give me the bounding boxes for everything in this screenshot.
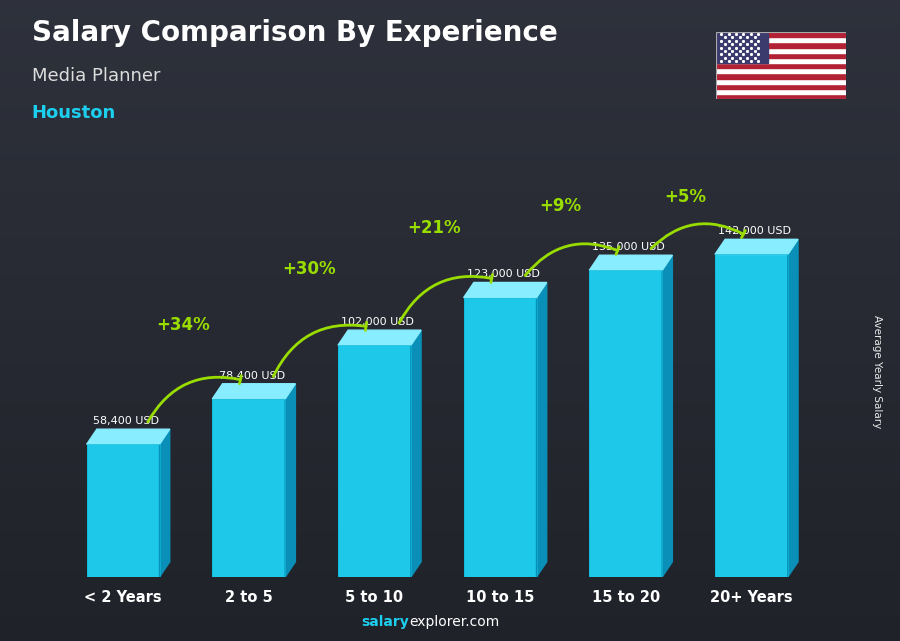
Bar bbox=[716, 32, 846, 37]
Text: +5%: +5% bbox=[664, 188, 707, 206]
Polygon shape bbox=[212, 384, 295, 399]
Bar bbox=[716, 37, 846, 42]
Text: 135,000 USD: 135,000 USD bbox=[592, 242, 665, 252]
Polygon shape bbox=[536, 283, 546, 577]
Polygon shape bbox=[590, 255, 672, 271]
Text: +9%: +9% bbox=[539, 197, 581, 215]
Polygon shape bbox=[338, 330, 421, 345]
Text: +21%: +21% bbox=[408, 219, 461, 237]
Bar bbox=[716, 74, 846, 79]
Polygon shape bbox=[464, 283, 546, 297]
Text: Media Planner: Media Planner bbox=[32, 67, 160, 85]
FancyBboxPatch shape bbox=[590, 271, 662, 577]
Polygon shape bbox=[159, 429, 170, 577]
Text: Salary Comparison By Experience: Salary Comparison By Experience bbox=[32, 19, 557, 47]
Text: +30%: +30% bbox=[282, 260, 336, 278]
FancyBboxPatch shape bbox=[338, 345, 411, 577]
Bar bbox=[716, 58, 846, 63]
Text: +34%: +34% bbox=[156, 316, 210, 334]
Bar bbox=[716, 84, 846, 89]
Polygon shape bbox=[285, 384, 295, 577]
FancyBboxPatch shape bbox=[464, 297, 536, 577]
Text: 78,400 USD: 78,400 USD bbox=[219, 370, 285, 381]
Polygon shape bbox=[411, 330, 421, 577]
Text: 58,400 USD: 58,400 USD bbox=[94, 416, 159, 426]
Bar bbox=[716, 42, 846, 47]
Text: salary: salary bbox=[362, 615, 410, 629]
Bar bbox=[716, 53, 846, 58]
Text: Houston: Houston bbox=[32, 104, 116, 122]
FancyBboxPatch shape bbox=[86, 444, 159, 577]
Polygon shape bbox=[662, 255, 672, 577]
Text: Average Yearly Salary: Average Yearly Salary bbox=[872, 315, 883, 428]
Bar bbox=[716, 79, 846, 84]
Text: 123,000 USD: 123,000 USD bbox=[467, 269, 540, 279]
FancyBboxPatch shape bbox=[715, 254, 788, 577]
Text: explorer.com: explorer.com bbox=[410, 615, 500, 629]
Polygon shape bbox=[715, 239, 798, 254]
Bar bbox=[716, 69, 846, 74]
Bar bbox=[716, 32, 768, 63]
Bar bbox=[716, 89, 846, 94]
Bar bbox=[716, 47, 846, 53]
Polygon shape bbox=[86, 429, 170, 444]
FancyBboxPatch shape bbox=[212, 399, 285, 577]
Text: 142,000 USD: 142,000 USD bbox=[718, 226, 791, 236]
Polygon shape bbox=[788, 239, 798, 577]
Bar bbox=[716, 63, 846, 69]
Bar bbox=[716, 94, 846, 99]
Text: 102,000 USD: 102,000 USD bbox=[341, 317, 414, 327]
